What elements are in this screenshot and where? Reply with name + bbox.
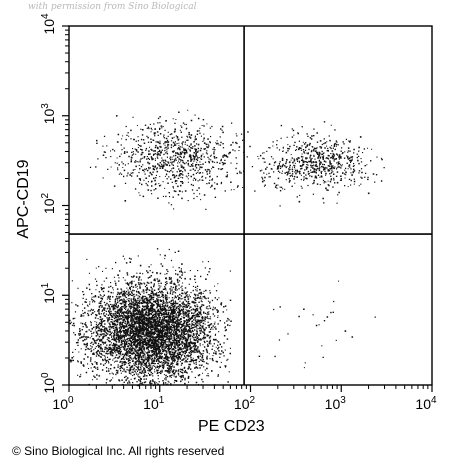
x-tick-label: 100: [52, 395, 74, 412]
y-tick-label: 103: [40, 103, 57, 125]
watermark: with permission from Sino Biological: [28, 2, 197, 12]
scatter-points: [69, 109, 385, 387]
y-tick-label: 102: [40, 192, 57, 214]
population-1: [89, 109, 245, 211]
x-axis-label: PE CD23: [198, 418, 265, 435]
y-axis-label: APC-CD19: [15, 159, 32, 239]
x-tick-label: 104: [415, 395, 437, 412]
x-tick-label: 101: [143, 395, 165, 412]
y-tick-label: 100: [40, 372, 57, 394]
population-0: [69, 248, 232, 387]
population-2: [246, 121, 385, 207]
data-points: [69, 248, 232, 387]
data-points: [89, 109, 245, 211]
copyright-notice: © Sino Biological Inc. All rights reserv…: [12, 444, 225, 458]
data-points: [246, 121, 385, 207]
x-tick-label: 103: [325, 395, 347, 412]
x-tick-label: 102: [234, 395, 256, 412]
plot-frame: [68, 25, 433, 386]
y-tick-label: 101: [40, 282, 57, 304]
population-3: [258, 280, 376, 369]
y-tick-label: 104: [40, 13, 57, 35]
data-points: [258, 280, 376, 369]
quadrant-gates: [69, 26, 432, 385]
